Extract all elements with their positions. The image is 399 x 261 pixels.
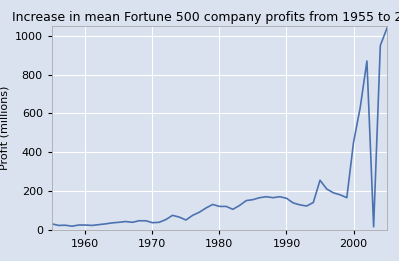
Y-axis label: Profit (millions): Profit (millions) [0,86,9,170]
Title: Increase in mean Fortune 500 company profits from 1955 to 2005: Increase in mean Fortune 500 company pro… [12,10,399,23]
